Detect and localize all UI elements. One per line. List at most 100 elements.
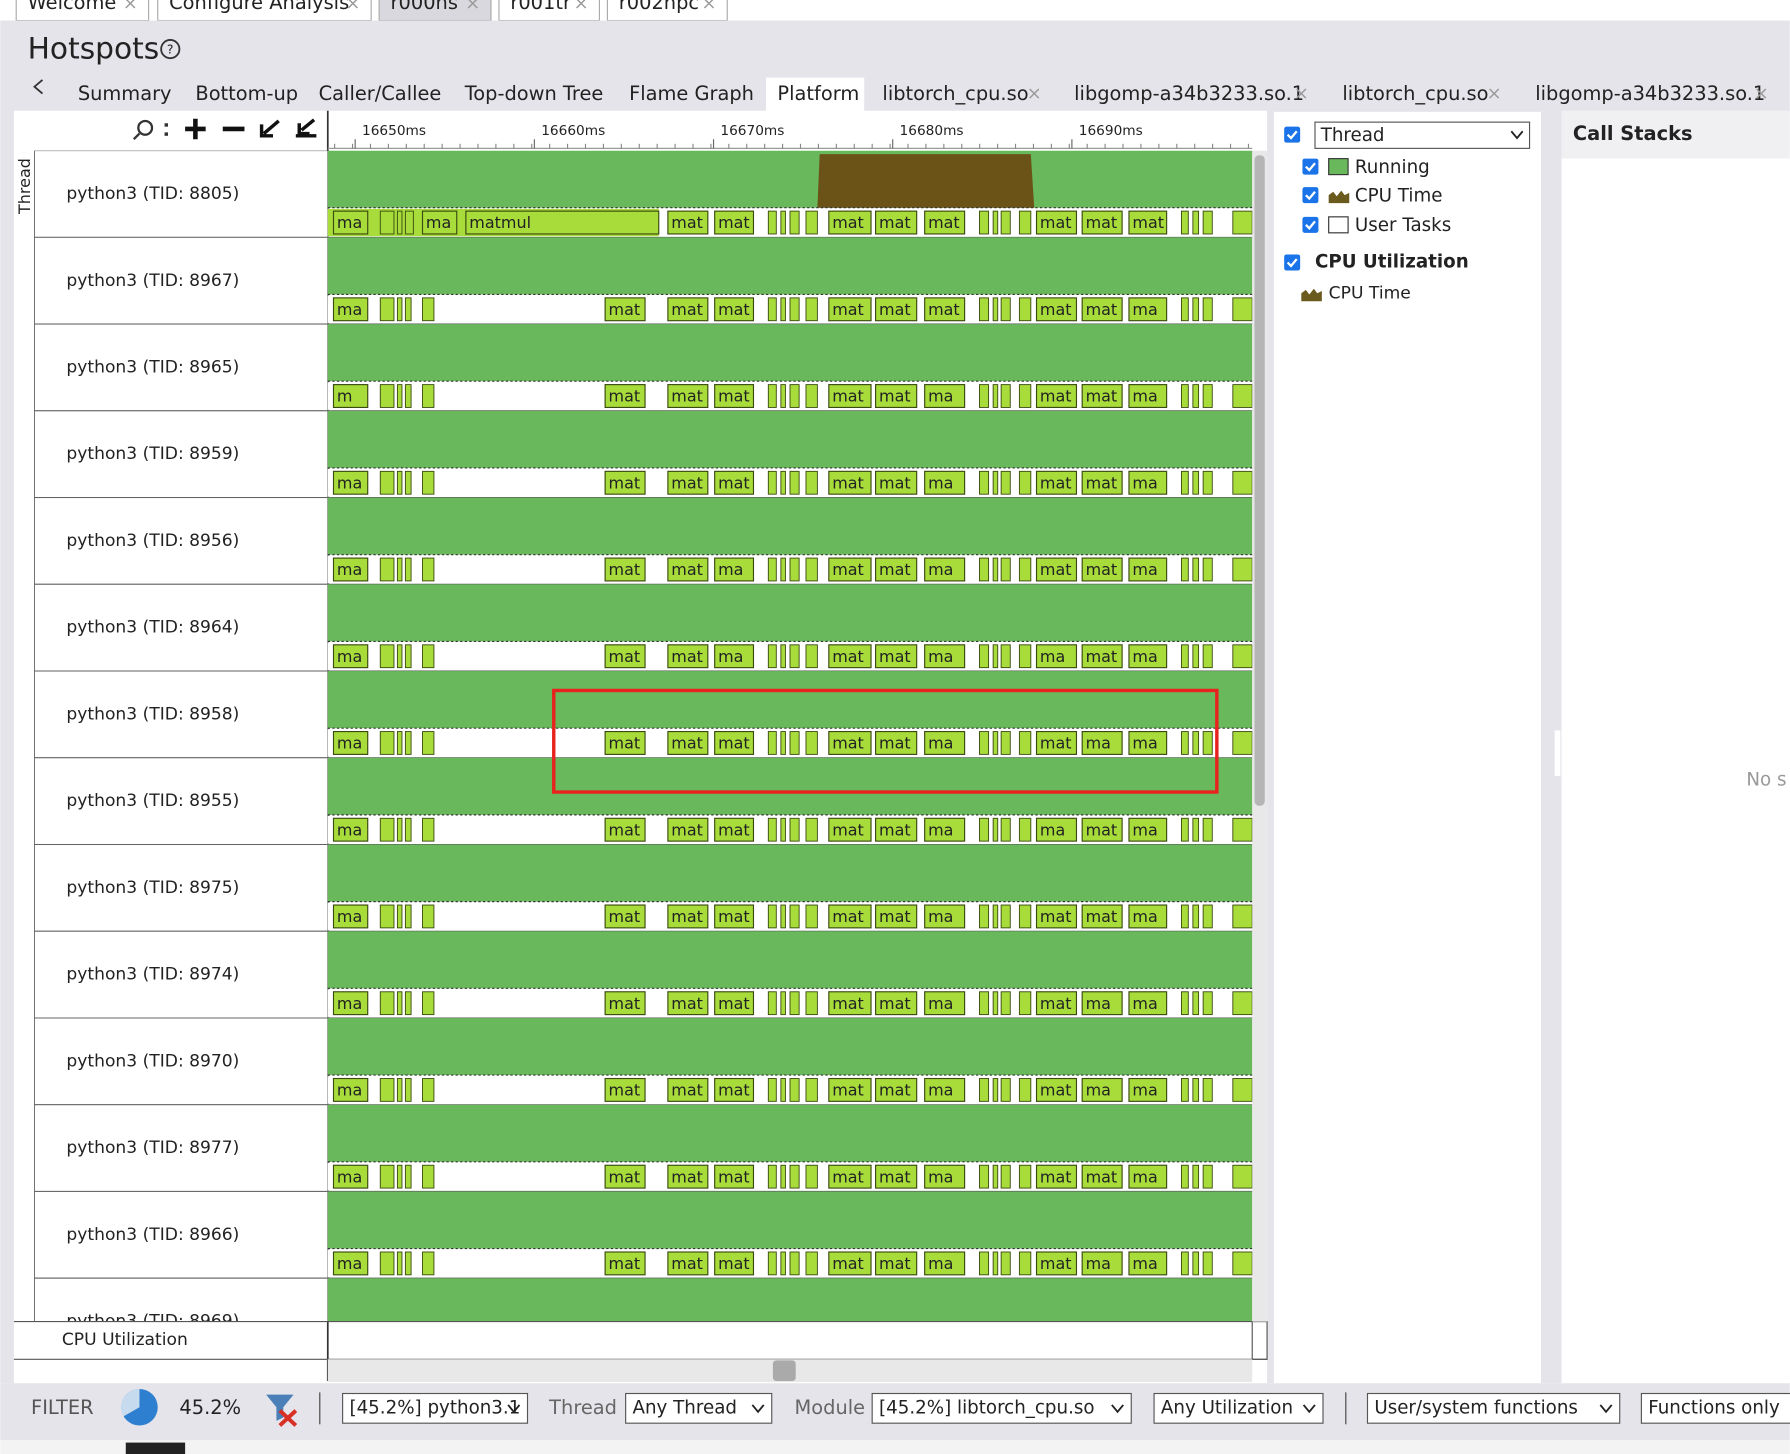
thread-name[interactable]: python3 (TID: 8958) — [66, 704, 239, 724]
task-slice[interactable] — [1128, 644, 1168, 669]
task-slice[interactable] — [332, 557, 369, 582]
task-slice[interactable] — [667, 1077, 709, 1102]
thread-name[interactable]: python3 (TID: 8956) — [66, 531, 239, 551]
task-slice[interactable] — [604, 384, 646, 409]
task-slice[interactable] — [1128, 297, 1168, 322]
task-slice[interactable] — [1035, 297, 1078, 322]
document-tab[interactable] — [378, 0, 492, 21]
task-slice[interactable] — [604, 1251, 646, 1276]
task-slice[interactable] — [1035, 1077, 1078, 1102]
document-tab[interactable] — [15, 0, 150, 21]
back-arrow[interactable] — [33, 79, 44, 95]
task-slice[interactable] — [332, 644, 369, 669]
task-slice[interactable] — [924, 1164, 966, 1189]
task-slice[interactable] — [1081, 991, 1123, 1016]
task-slice[interactable] — [828, 730, 872, 755]
task-slice[interactable] — [1128, 470, 1168, 495]
view-tab[interactable]: libtorch_cpu.so — [882, 82, 1028, 105]
task-slice[interactable] — [924, 557, 966, 582]
close-icon[interactable] — [1296, 88, 1307, 99]
task-slice[interactable] — [1128, 817, 1168, 842]
task-slice[interactable] — [667, 210, 709, 235]
task-slice[interactable] — [421, 210, 458, 235]
task-slice[interactable] — [1128, 730, 1168, 755]
task-slice[interactable] — [1035, 210, 1078, 235]
task-slice[interactable] — [875, 1164, 918, 1189]
task-slice[interactable] — [828, 297, 872, 322]
task-slice[interactable] — [875, 1251, 918, 1276]
task-slice[interactable] — [332, 1164, 369, 1189]
task-slice[interactable] — [667, 991, 709, 1016]
task-slice[interactable] — [604, 470, 646, 495]
close-icon[interactable] — [125, 0, 136, 9]
task-slice[interactable] — [714, 817, 755, 842]
task-slice[interactable] — [332, 730, 369, 755]
task-slice[interactable] — [828, 1164, 872, 1189]
task-slice[interactable] — [465, 210, 660, 235]
task-slice[interactable] — [714, 557, 755, 582]
task-slice[interactable] — [604, 297, 646, 322]
task-slice[interactable] — [1081, 557, 1123, 582]
thread-name[interactable]: python3 (TID: 8959) — [66, 444, 239, 464]
legend-thread-select[interactable] — [1314, 121, 1531, 149]
task-slice[interactable] — [332, 297, 369, 322]
task-slice[interactable] — [667, 730, 709, 755]
task-slice[interactable] — [875, 644, 918, 669]
task-slice[interactable] — [875, 991, 918, 1016]
task-slice[interactable] — [875, 210, 918, 235]
task-slice[interactable] — [667, 470, 709, 495]
task-slice[interactable] — [604, 1077, 646, 1102]
task-slice[interactable] — [714, 991, 755, 1016]
filter-select[interactable] — [1153, 1392, 1324, 1424]
task-slice[interactable] — [828, 644, 872, 669]
thread-name[interactable]: python3 (TID: 8805) — [66, 184, 239, 204]
task-slice[interactable] — [1035, 384, 1078, 409]
task-slice[interactable] — [828, 1251, 872, 1276]
view-tab[interactable]: libgomp-a34b3233.so.1 — [1535, 82, 1765, 105]
close-icon[interactable] — [347, 0, 358, 9]
task-slice[interactable] — [1035, 470, 1078, 495]
task-slice[interactable] — [1081, 1164, 1123, 1189]
thread-name[interactable]: python3 (TID: 8955) — [66, 791, 239, 811]
document-tab[interactable] — [498, 0, 600, 21]
zoom-selection-icon[interactable] — [259, 119, 280, 138]
task-slice[interactable] — [667, 817, 709, 842]
help-icon[interactable] — [160, 39, 181, 60]
view-tab[interactable]: Platform — [777, 82, 859, 105]
task-slice[interactable] — [714, 730, 755, 755]
task-slice[interactable] — [828, 1077, 872, 1102]
task-slice[interactable] — [1081, 210, 1123, 235]
scroll-thumb[interactable] — [772, 1360, 796, 1381]
task-slice[interactable] — [604, 644, 646, 669]
filter-select[interactable] — [1640, 1392, 1790, 1424]
clear-filter-icon[interactable] — [266, 1394, 294, 1421]
task-slice[interactable] — [667, 384, 709, 409]
task-slice[interactable] — [714, 1077, 755, 1102]
filter-select[interactable] — [1366, 1392, 1621, 1424]
splitter-handle[interactable] — [1554, 730, 1561, 777]
task-slice[interactable] — [924, 297, 966, 322]
thread-name[interactable]: python3 (TID: 8969) — [66, 1312, 239, 1332]
task-slice[interactable] — [1035, 817, 1078, 842]
task-slice[interactable] — [1081, 470, 1123, 495]
view-tab[interactable]: Summary — [78, 82, 172, 105]
task-slice[interactable] — [1128, 1164, 1168, 1189]
task-slice[interactable] — [828, 991, 872, 1016]
task-slice[interactable] — [1128, 1251, 1168, 1276]
task-slice[interactable] — [924, 644, 966, 669]
thread-name[interactable]: python3 (TID: 8974) — [66, 965, 239, 985]
task-slice[interactable] — [714, 297, 755, 322]
thread-name[interactable]: python3 (TID: 8975) — [66, 878, 239, 898]
filter-select[interactable] — [342, 1392, 529, 1424]
task-slice[interactable] — [1128, 557, 1168, 582]
task-slice[interactable] — [1035, 730, 1078, 755]
task-slice[interactable] — [1081, 817, 1123, 842]
task-slice[interactable] — [332, 470, 369, 495]
task-slice[interactable] — [1035, 557, 1078, 582]
task-slice[interactable] — [1081, 1251, 1123, 1276]
checkbox[interactable] — [1302, 216, 1319, 233]
task-slice[interactable] — [828, 904, 872, 929]
task-slice[interactable] — [332, 210, 369, 235]
task-slice[interactable] — [875, 297, 918, 322]
task-slice[interactable] — [714, 904, 755, 929]
